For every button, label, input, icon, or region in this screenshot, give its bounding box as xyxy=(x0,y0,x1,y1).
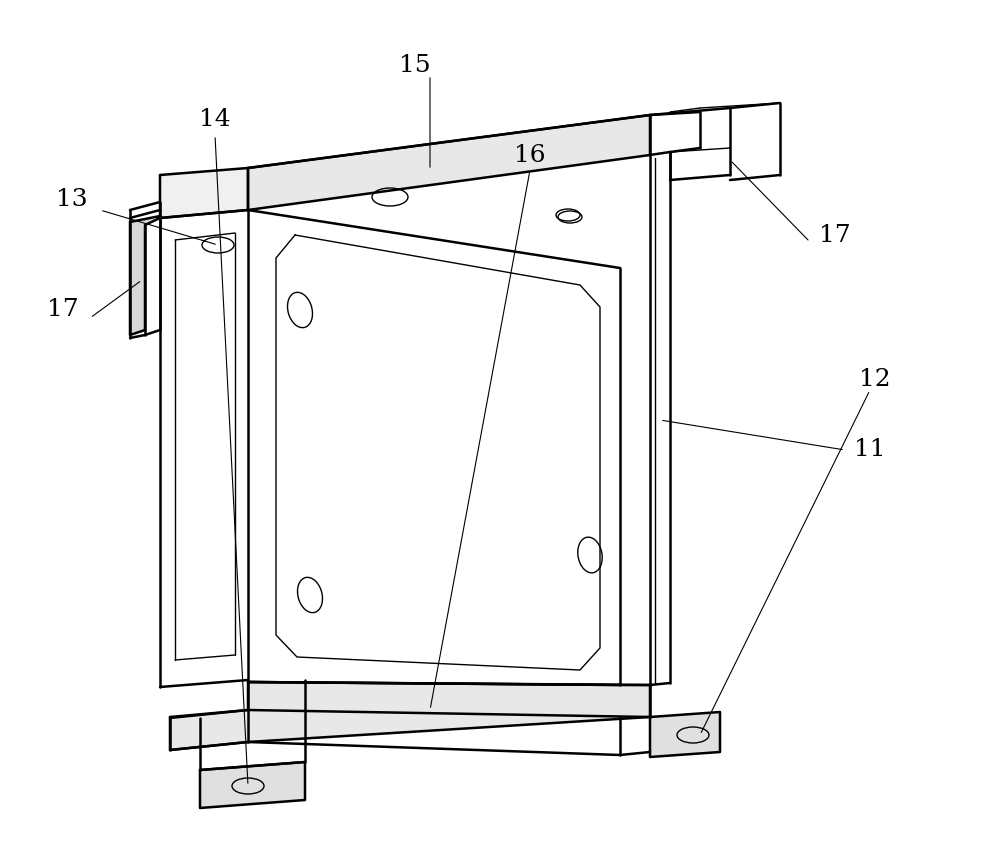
Polygon shape xyxy=(200,762,305,808)
Polygon shape xyxy=(650,712,720,757)
Text: 17: 17 xyxy=(819,224,851,247)
Text: 13: 13 xyxy=(56,189,88,212)
Polygon shape xyxy=(170,682,650,750)
Text: 11: 11 xyxy=(854,438,886,461)
Polygon shape xyxy=(130,216,160,335)
Polygon shape xyxy=(248,115,650,210)
Text: 16: 16 xyxy=(514,144,546,167)
Text: 15: 15 xyxy=(399,54,431,77)
Text: 12: 12 xyxy=(859,368,891,391)
Text: 17: 17 xyxy=(47,299,79,322)
Text: 14: 14 xyxy=(199,108,231,132)
Polygon shape xyxy=(160,168,248,218)
